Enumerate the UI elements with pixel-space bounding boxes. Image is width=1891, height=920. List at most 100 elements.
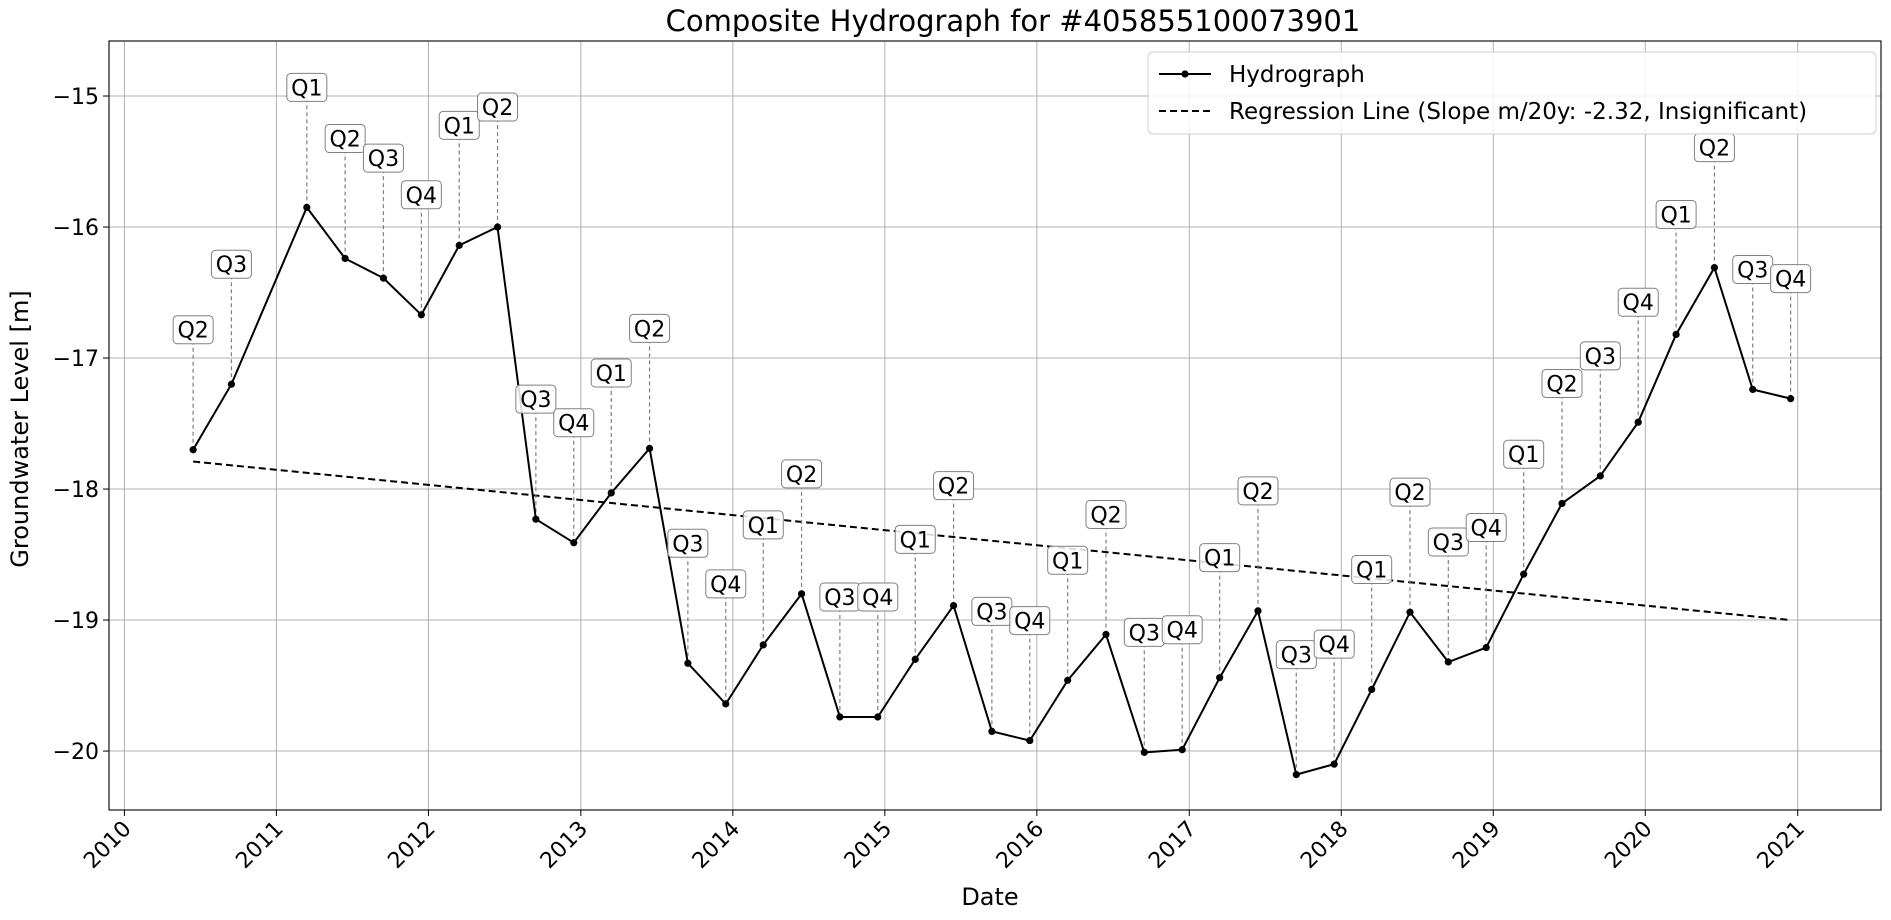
quarter-label: Q1 <box>1052 549 1083 574</box>
quarter-label: Q1 <box>1204 547 1235 572</box>
data-point <box>911 655 919 663</box>
data-point <box>493 223 502 231</box>
quarter-label-box <box>477 92 519 122</box>
quarter-label: Q4 <box>1623 291 1654 316</box>
data-point <box>1216 674 1224 682</box>
data-point <box>607 489 615 497</box>
quarter-label: Q4 <box>1167 619 1198 644</box>
quarter-label: Q3 <box>216 253 247 278</box>
quarter-label: Q4 <box>862 586 893 611</box>
data-point <box>1596 472 1604 480</box>
quarter-label-box <box>1617 287 1659 317</box>
quarter-label-box <box>362 143 404 173</box>
quarter-label: Q3 <box>1281 644 1312 669</box>
quarter-label: Q1 <box>900 528 931 553</box>
quarter-label-box <box>1579 341 1621 371</box>
data-point <box>1292 771 1300 779</box>
data-point <box>1254 607 1262 615</box>
hydrograph-series-layer <box>189 203 1795 779</box>
y-axis-label: Groundwater Level [m] <box>6 290 34 567</box>
data-point <box>189 446 197 454</box>
y-tick-label: −19 <box>53 609 99 634</box>
quarter-label-box <box>781 459 823 489</box>
quarter-label: Q1 <box>596 362 627 387</box>
quarter-label-box <box>1541 368 1583 398</box>
quarter-label: Q3 <box>368 147 399 172</box>
quarter-label: Q2 <box>1546 372 1577 397</box>
quarter-label: Q3 <box>976 600 1007 625</box>
quarter-label: Q3 <box>1585 345 1616 370</box>
quarter-label: Q4 <box>406 184 437 209</box>
data-point <box>722 700 730 708</box>
data-point <box>1672 330 1680 339</box>
regression-line <box>193 460 1791 622</box>
quarter-label: Q2 <box>482 96 513 121</box>
data-point <box>759 641 767 649</box>
quarter-label-box <box>1389 477 1431 507</box>
legend-box <box>1147 51 1877 135</box>
data-point <box>949 602 958 610</box>
data-point <box>1558 499 1566 508</box>
data-point <box>1634 418 1642 426</box>
data-point <box>1064 676 1072 684</box>
quarter-label: Q3 <box>824 586 855 611</box>
hydrograph-line <box>192 205 1791 776</box>
quarter-label: Q4 <box>558 412 589 437</box>
data-point <box>1026 736 1034 745</box>
quarter-label: Q2 <box>177 319 208 344</box>
data-point <box>1102 630 1110 639</box>
quarter-label-box <box>324 123 366 153</box>
quarter-label: Q1 <box>444 114 475 139</box>
data-point <box>1178 746 1186 754</box>
legend: Hydrograph Regression Line (Slope m/20y: … <box>1147 51 1877 135</box>
quarter-label-box <box>1009 606 1051 636</box>
quarter-label: Q2 <box>1090 503 1121 528</box>
quarter-label-box <box>553 408 595 438</box>
data-point <box>1520 570 1528 578</box>
quarter-label: Q2 <box>786 463 817 488</box>
quarter-label-box <box>1770 264 1812 294</box>
data-point <box>1140 748 1148 756</box>
quarter-label: Q3 <box>672 532 703 557</box>
quarter-label: Q1 <box>1508 443 1539 468</box>
legend-label-hydrograph: Hydrograph <box>1229 62 1365 88</box>
quarter-label-box <box>400 180 442 210</box>
data-point <box>988 727 996 735</box>
legend-marker-hydrograph <box>1181 70 1189 78</box>
y-tick-label: −18 <box>53 478 99 503</box>
quarter-label: Q2 <box>634 317 665 342</box>
data-point <box>645 444 654 453</box>
quarter-label: Q3 <box>1737 258 1768 283</box>
data-point <box>1444 658 1452 666</box>
quarter-label-box <box>894 524 936 554</box>
quarter-label-box <box>438 110 480 140</box>
quarter-label-box <box>1199 543 1241 573</box>
data-point <box>303 203 311 211</box>
quarter-label-box <box>1085 499 1127 529</box>
data-point <box>874 713 882 721</box>
quarter-label: Q3 <box>1433 531 1464 556</box>
quarter-label: Q2 <box>329 127 360 152</box>
quarter-label-box <box>1047 545 1089 575</box>
quarter-label: Q4 <box>1775 268 1806 293</box>
data-point <box>227 380 236 388</box>
legend-label-regression: Regression Line (Slope m/20y: -2.32, Ins… <box>1229 99 1807 125</box>
quarter-label-box <box>1465 513 1507 543</box>
quarter-label-box <box>1427 527 1469 557</box>
quarter-label-box <box>742 510 784 540</box>
regression-layer <box>193 460 1791 622</box>
quarter-label-box <box>705 569 747 599</box>
quarter-label-layer: Q2 Q3 Q1 Q2 Q3 Q4 Q1 Q2 Q3 Q4 Q1 Q2 Q3 Q4 Q1 Q2 Q3 Q4 Q1 Q2… <box>172 72 1812 670</box>
y-tick-label: −17 <box>53 347 99 372</box>
quarter-label-box <box>1655 199 1697 229</box>
quarter-label: Q3 <box>1129 621 1160 646</box>
quarter-label: Q1 <box>748 514 779 539</box>
data-point <box>1406 608 1414 616</box>
data-point <box>1787 395 1795 403</box>
data-point <box>570 539 578 547</box>
data-point <box>455 241 463 249</box>
y-tick-label: −20 <box>53 740 99 765</box>
quarter-label: Q4 <box>1319 633 1350 658</box>
quarter-label: Q4 <box>1014 610 1045 635</box>
